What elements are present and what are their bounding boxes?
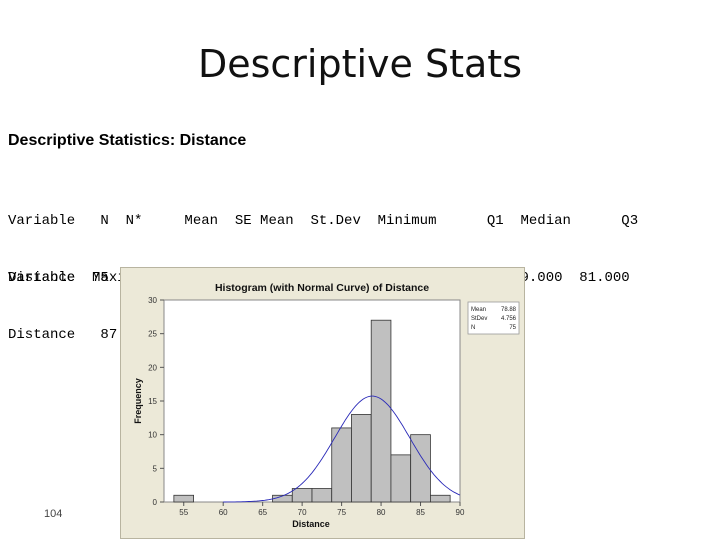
page-number: 104 [44,508,63,520]
x-axis-label: Distance [292,519,330,529]
y-tick-label: 30 [148,296,157,305]
x-tick-label: 70 [298,508,307,517]
x-tick-label: 65 [258,508,267,517]
y-tick-label: 0 [153,498,158,507]
normal-curve [223,395,461,503]
histogram-bar [291,488,313,503]
legend-label: N [471,325,475,331]
histogram-chart-frame: Histogram (with Normal Curve) of Distanc… [120,267,525,539]
y-tick-label: 15 [148,397,157,406]
stats-header-row: Variable N N* Mean SE Mean St.Dev Minimu… [8,213,639,229]
histogram-bar [331,427,352,503]
slide-title: Descriptive Stats [197,42,523,86]
chart-title: Histogram (with Normal Curve) of Distanc… [215,282,429,294]
y-tick-label: 10 [148,431,157,440]
legend-value: 4.756 [501,316,517,322]
legend-label: Mean [471,307,486,313]
legend-label: StDev [471,316,487,322]
x-tick-label: 85 [416,508,425,517]
x-tick-label: 55 [179,508,188,517]
histogram-bar [351,414,372,503]
stats-subtitle: Descriptive Statistics: Distance [8,132,247,149]
histogram-bar [429,494,451,503]
x-tick-label: 80 [377,508,386,517]
histogram-bar [173,494,194,503]
y-tick-label: 20 [148,363,157,372]
histogram-bar [390,454,412,503]
x-tick-label: 90 [456,508,465,517]
legend-value: 78.88 [501,307,517,313]
histogram-bar [311,488,333,503]
x-tick-label: 75 [337,508,346,517]
x-tick-label: 60 [219,508,228,517]
y-axis-label: Frequency [133,378,143,424]
histogram-bar [370,319,392,503]
histogram-bar [410,434,431,503]
y-tick-label: 25 [148,330,157,339]
y-tick-label: 5 [153,464,158,473]
legend-box [467,301,520,335]
legend-value: 75 [509,325,516,331]
histogram-svg: Histogram (with Normal Curve) of Distanc… [133,282,520,529]
